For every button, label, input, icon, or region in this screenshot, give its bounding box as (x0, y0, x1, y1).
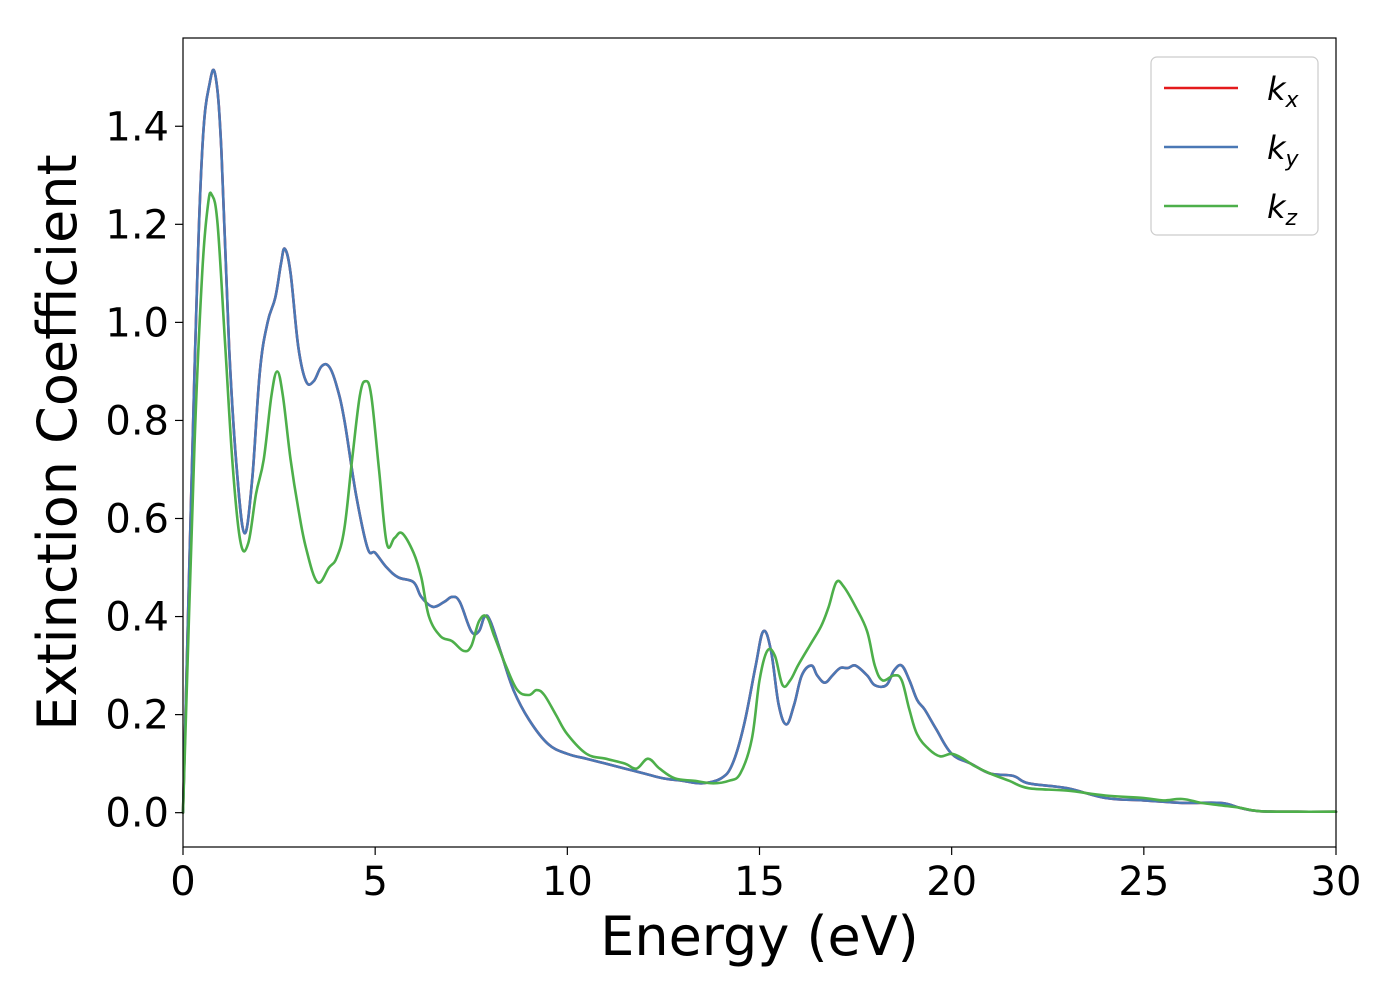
legend-label-kx: kx (1267, 70, 1300, 113)
y-tick-label: 0.8 (105, 398, 169, 444)
y-axis-title: Extinction Coefficient (26, 154, 89, 730)
x-tick-label: 5 (362, 859, 387, 905)
x-tick-label: 30 (1311, 859, 1362, 905)
series-line-ky (181, 68, 1338, 814)
legend-label-ky: ky (1267, 129, 1300, 172)
x-tick-label: 20 (926, 859, 977, 905)
y-tick-label: 0.0 (105, 791, 169, 837)
y-tick-label: 1.2 (105, 202, 169, 248)
legend: kx ky kz (1150, 56, 1319, 236)
y-tick-label: 1.4 (105, 104, 169, 150)
y-tick-label: 0.2 (105, 693, 169, 739)
series-layer (181, 68, 1338, 814)
series-line-kz (181, 191, 1338, 814)
x-tick-label: 10 (542, 859, 593, 905)
y-tick-label: 0.6 (105, 496, 169, 542)
y-axis-ticks: 0.0 0.2 0.4 0.6 0.8 1.0 1.2 1.4 (105, 104, 183, 837)
x-tick-label: 0 (170, 859, 195, 905)
x-axis-ticks: 0 5 10 15 20 25 30 (170, 847, 1361, 905)
x-axis-title: Energy (eV) (600, 905, 919, 968)
x-tick-label: 15 (734, 859, 785, 905)
y-tick-label: 1.0 (105, 300, 169, 346)
y-tick-label: 0.4 (105, 595, 169, 641)
legend-label-kz: kz (1267, 188, 1298, 231)
x-tick-label: 25 (1118, 859, 1169, 905)
